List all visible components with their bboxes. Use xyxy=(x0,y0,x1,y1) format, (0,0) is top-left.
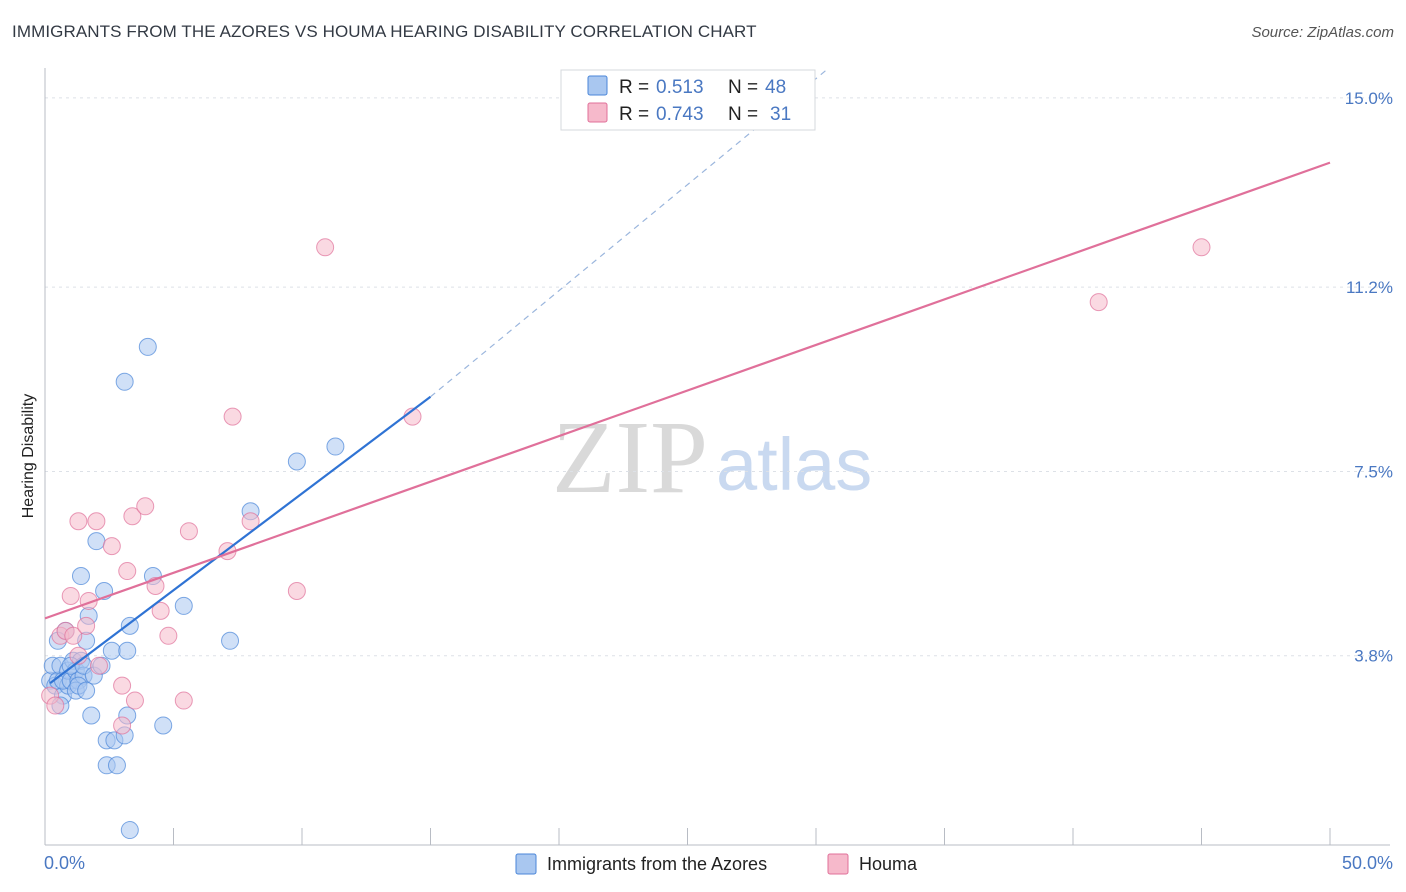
bottom-legend-label-azores: Immigrants from the Azores xyxy=(547,854,767,874)
point-houma xyxy=(77,616,96,635)
point-houma xyxy=(136,497,155,516)
point-houma xyxy=(125,691,144,710)
trend-lines xyxy=(44,67,1331,685)
trend-line-houma xyxy=(44,161,1331,620)
point-houma xyxy=(89,656,108,675)
point-azores xyxy=(77,681,96,700)
y-tick-labels: 3.8% 7.5% 11.2% 15.0% xyxy=(1345,89,1393,666)
point-houma xyxy=(287,581,306,600)
point-azores xyxy=(82,706,101,725)
bottom-legend-swatch-azores xyxy=(515,853,537,875)
watermark-atlas: atlas xyxy=(716,423,872,506)
legend-n-label-azores: N = xyxy=(728,77,758,98)
point-houma xyxy=(159,626,178,645)
legend-bottom: Immigrants from the Azores Houma xyxy=(515,853,918,875)
point-azores xyxy=(174,596,193,615)
point-houma xyxy=(151,601,170,620)
point-houma xyxy=(113,676,132,695)
bottom-legend-swatch-houma xyxy=(827,853,849,875)
legend-swatch-houma xyxy=(587,102,608,123)
point-houma xyxy=(113,716,132,735)
x-tick-label-min: 0.0% xyxy=(44,853,85,873)
y-tick-label: 3.8% xyxy=(1354,647,1393,666)
point-houma xyxy=(179,522,198,541)
x-tick-label-max: 50.0% xyxy=(1342,853,1393,873)
point-azores xyxy=(118,641,137,660)
point-azores xyxy=(138,337,157,356)
y-tick-label: 15.0% xyxy=(1345,89,1393,108)
source-label: Source: ZipAtlas.com xyxy=(1251,24,1394,41)
legend-r-label-houma: R = xyxy=(619,104,649,125)
y-tick-label: 7.5% xyxy=(1354,462,1393,481)
trend-line-azores xyxy=(49,395,432,685)
point-houma xyxy=(118,562,137,581)
y-axis-title: Hearing Disability xyxy=(20,394,37,519)
point-houma xyxy=(174,691,193,710)
point-houma xyxy=(1192,238,1211,257)
legend-r-label-azores: R = xyxy=(619,77,649,98)
gridlines xyxy=(45,97,1390,657)
point-azores xyxy=(221,631,240,650)
point-azores xyxy=(115,372,134,391)
y-tick-label: 11.2% xyxy=(1346,278,1393,297)
point-azores xyxy=(120,616,139,635)
point-azores xyxy=(107,756,126,775)
legend-r-value-houma: 0.743 xyxy=(656,104,704,125)
legend-n-value-houma: 31 xyxy=(770,104,791,125)
bottom-legend-label-houma: Houma xyxy=(859,854,918,874)
point-houma xyxy=(61,586,80,605)
legend-n-label-houma: N = xyxy=(728,104,758,125)
watermark-zip: ZIP xyxy=(552,400,708,515)
legend-top: R = 0.513 N = 48 R = 0.743 N = 31 xyxy=(560,69,816,131)
point-houma xyxy=(241,512,260,531)
point-houma xyxy=(87,512,106,531)
point-azores xyxy=(102,641,121,660)
legend-swatch-azores xyxy=(587,75,608,96)
point-houma xyxy=(102,537,121,556)
point-houma xyxy=(123,507,142,526)
point-houma xyxy=(64,626,83,645)
legend-n-value-azores: 48 xyxy=(765,77,786,98)
point-houma xyxy=(46,696,65,715)
data-points xyxy=(41,238,1211,840)
point-azores xyxy=(326,437,345,456)
point-azores xyxy=(154,716,173,735)
point-azores xyxy=(287,452,306,471)
x-axis-ticks xyxy=(173,828,1331,845)
point-azores xyxy=(87,532,106,551)
point-houma xyxy=(1089,293,1108,312)
point-houma xyxy=(223,407,242,426)
legend-r-value-azores: 0.513 xyxy=(656,77,704,98)
chart-title: IMMIGRANTS FROM THE AZORES VS HOUMA HEAR… xyxy=(12,22,757,41)
point-houma xyxy=(69,512,88,531)
point-azores xyxy=(120,821,139,840)
point-azores xyxy=(71,567,90,586)
point-houma xyxy=(316,238,335,257)
